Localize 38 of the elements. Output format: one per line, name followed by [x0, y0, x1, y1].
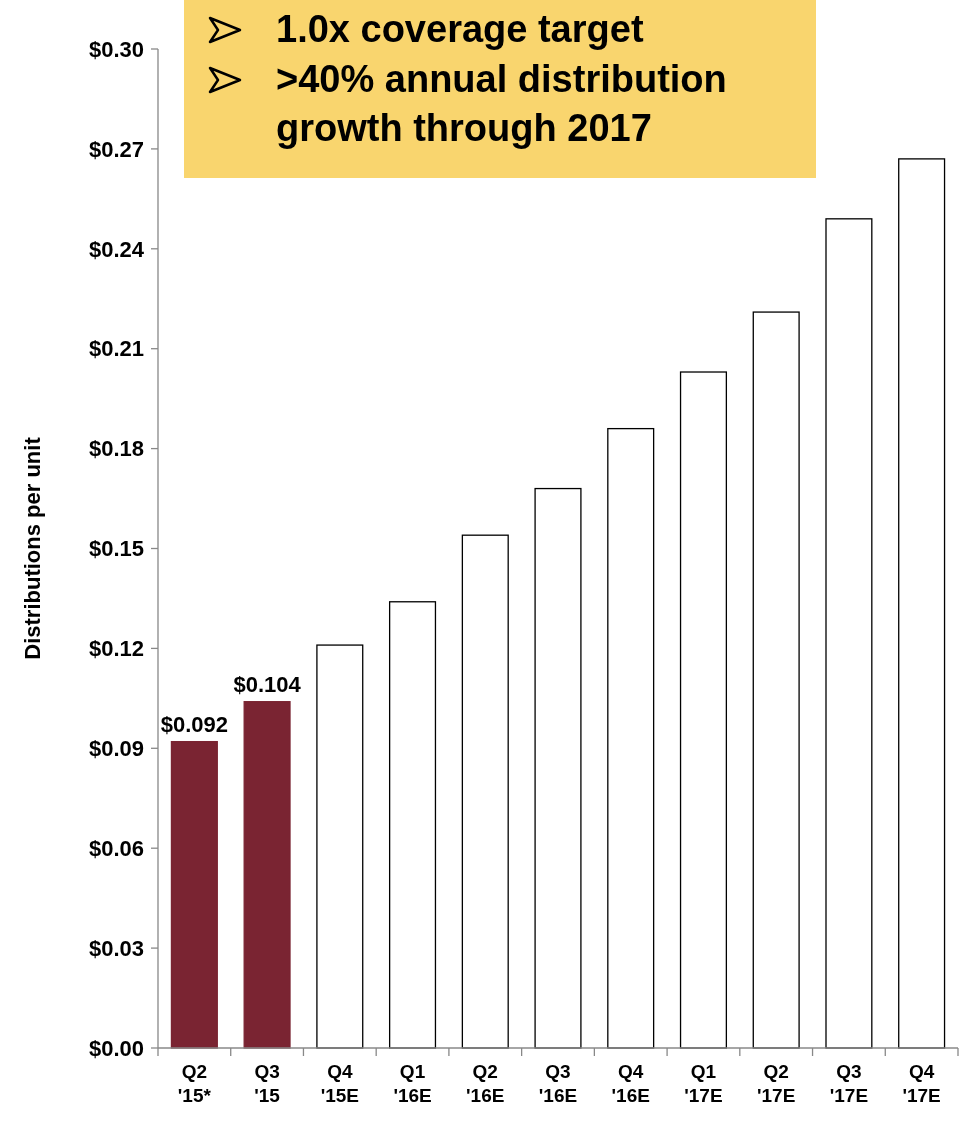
data-label: $0.092 [160, 711, 229, 737]
y-tick-label: $0.18 [88, 436, 144, 462]
y-tick-label: $0.12 [88, 636, 144, 662]
x-tick-label: Q2 '16E [466, 1061, 505, 1106]
y-tick-label: $0.24 [88, 236, 145, 262]
bar [679, 371, 728, 1049]
bar [316, 644, 364, 1049]
bar [607, 427, 655, 1049]
annotation: >40% annual distribution growth through 2017 [276, 58, 727, 149]
x-tick-label: Q2 '17E [757, 1061, 796, 1106]
bar [898, 158, 946, 1049]
bar [461, 534, 509, 1049]
y-tick-label: $0.30 [88, 36, 144, 62]
y-tick-label: $0.21 [88, 336, 144, 362]
y-tick-label: $0.09 [88, 736, 144, 761]
bar [752, 311, 800, 1049]
y-tick-label: $0.00 [88, 1035, 144, 1061]
x-tick-label: Q4 '17E [902, 1061, 941, 1106]
y-tick-label: $0.03 [88, 935, 144, 961]
x-tick-label: Q4 '16E [611, 1061, 650, 1106]
bar [825, 218, 873, 1049]
y-axis-title: Distributions per unit [20, 436, 45, 660]
x-tick-label: Q3 '17E [829, 1061, 869, 1106]
bar [243, 701, 291, 1049]
x-tick-label: Q1 '17E [684, 1061, 723, 1106]
x-tick-label: Q2 '15* [177, 1061, 212, 1106]
bar [170, 740, 218, 1049]
y-tick-label: $0.27 [88, 136, 144, 162]
data-label: $0.104 [233, 671, 302, 697]
annotation: 1.0x coverage target [276, 8, 644, 50]
x-tick-label: Q1 '16E [393, 1061, 432, 1106]
x-tick-label: Q3 '15 [254, 1061, 281, 1106]
bar [388, 601, 437, 1049]
y-tick-label: $0.06 [88, 835, 144, 861]
x-tick-label: Q3 '16E [538, 1061, 578, 1106]
bar [534, 487, 582, 1049]
y-tick-label: $0.15 [88, 536, 144, 562]
x-tick-label: Q4 '15E [320, 1061, 359, 1106]
